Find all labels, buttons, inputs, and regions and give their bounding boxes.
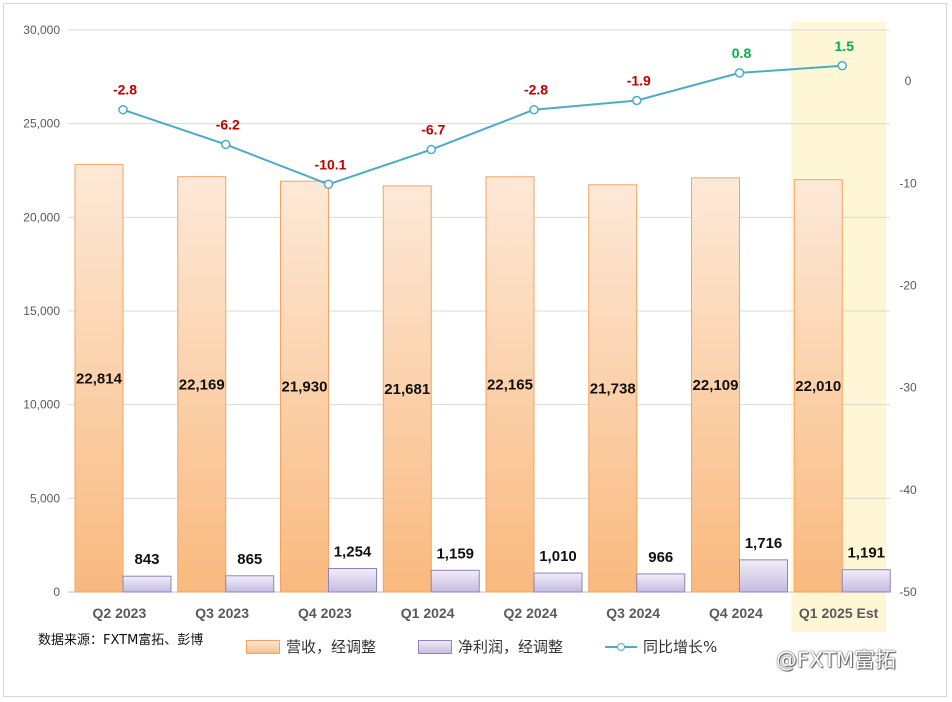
- growth-value-label: -2.8: [524, 82, 548, 98]
- growth-value-label: -6.7: [421, 122, 445, 138]
- growth-point: [221, 139, 231, 150]
- revenue-value-label: 21,681: [384, 381, 430, 398]
- category-tick-label: Q2 2023: [93, 605, 147, 621]
- net-profit-value-label: 966: [648, 549, 673, 566]
- net-profit-bar: [328, 568, 377, 593]
- revenue-bar: [691, 177, 740, 593]
- left-axis-tick-label: 10,000: [23, 398, 60, 412]
- net-profit-bar: [739, 559, 788, 593]
- growth-point: [837, 61, 847, 71]
- net-profit-value-label: 1,159: [436, 545, 474, 562]
- revenue-bar: [793, 179, 843, 593]
- legend-label-net-profit: 净利润，经调整: [458, 638, 564, 656]
- right-axis-tick-label: -30: [899, 381, 917, 395]
- revenue-value-label: 22,814: [76, 370, 123, 387]
- category-tick-label: Q3 2023: [195, 605, 249, 621]
- growth-point: [118, 104, 128, 115]
- growth-point: [734, 68, 745, 78]
- net-profit-value-label: 1,254: [334, 544, 372, 561]
- revenue-bar: [588, 184, 638, 593]
- left-axis-tick-label: 20,000: [23, 210, 60, 224]
- growth-point: [426, 144, 436, 155]
- source-note: 数据来源：FXTM富拓、彭博: [38, 633, 204, 648]
- category-tick-label: Q4 2023: [298, 605, 352, 621]
- net-profit-value-label: 1,191: [847, 545, 885, 562]
- left-axis-tick-label: 0: [53, 585, 60, 599]
- growth-value-label: 0.8: [732, 45, 752, 61]
- growth-point: [323, 179, 334, 190]
- watermark: @FXTM富拓: [776, 648, 897, 672]
- revenue-bar: [382, 185, 432, 593]
- growth-value-label: -10.1: [315, 156, 347, 172]
- left-axis-tick-label: 5,000: [30, 491, 60, 505]
- legend-item-growth: 同比增长%: [605, 636, 717, 657]
- category-tick-label: Q4 2024: [709, 605, 763, 621]
- legend-swatch-growth: [605, 641, 638, 653]
- left-axis-tick-label: 30,000: [23, 23, 60, 37]
- category-tick-label: Q3 2024: [606, 605, 660, 621]
- category-tick-label: Q2 2024: [504, 605, 558, 621]
- left-axis-tick-label: 25,000: [23, 117, 60, 131]
- growth-value-label: -6.2: [216, 116, 240, 132]
- net-profit-bar: [636, 573, 686, 593]
- right-axis-tick-label: -50: [899, 585, 917, 599]
- revenue-value-label: 22,165: [487, 376, 533, 393]
- growth-value-label: -2.8: [113, 82, 137, 98]
- net-profit-value-label: 843: [134, 551, 159, 568]
- net-profit-bar: [225, 575, 275, 593]
- legend-item-net-profit: 净利润，经调整: [418, 636, 563, 657]
- net-profit-bar: [122, 575, 172, 593]
- growth-point: [632, 95, 642, 106]
- growth-point: [529, 104, 539, 115]
- right-axis-tick-label: -20: [899, 278, 917, 292]
- net-profit-bar: [841, 569, 891, 593]
- right-axis-tick-label: -40: [899, 483, 917, 497]
- revenue-bar: [177, 176, 227, 593]
- right-axis-tick-label: 0: [905, 74, 912, 88]
- net-profit-value-label: 1,010: [539, 548, 577, 565]
- legend-item-revenue: 营收，经调整: [246, 636, 376, 657]
- net-profit-bar: [430, 569, 480, 593]
- legend-swatch-revenue: [246, 639, 280, 654]
- growth-value-label: -1.9: [627, 73, 651, 89]
- growth-line: [122, 64, 843, 186]
- left-axis-tick-label: 15,000: [23, 304, 60, 318]
- legend-label-revenue: 营收，经调整: [286, 638, 377, 656]
- revenue-value-label: 21,738: [590, 380, 636, 397]
- growth-value-label: 1.5: [835, 38, 855, 54]
- revenue-bar: [280, 180, 329, 593]
- right-axis-tick-label: -10: [899, 176, 917, 190]
- category-tick-label: Q1 2025 Est: [799, 605, 879, 621]
- category-tick-label: Q1 2024: [401, 605, 455, 621]
- revenue-value-label: 22,010: [795, 378, 841, 395]
- revenue-bar: [485, 176, 535, 593]
- net-profit-value-label: 865: [237, 551, 262, 568]
- revenue-value-label: 21,930: [282, 379, 328, 396]
- legend-swatch-net-profit: [418, 639, 453, 654]
- revenue-bar: [74, 164, 124, 593]
- legend-label-growth: 同比增长%: [643, 638, 718, 656]
- legend: 营收，经调整 净利润，经调整 同比增长%: [246, 636, 759, 657]
- revenue-value-label: 22,109: [693, 377, 739, 394]
- revenue-value-label: 22,169: [179, 376, 225, 393]
- net-profit-value-label: 1,716: [745, 535, 783, 552]
- net-profit-bar: [533, 572, 583, 593]
